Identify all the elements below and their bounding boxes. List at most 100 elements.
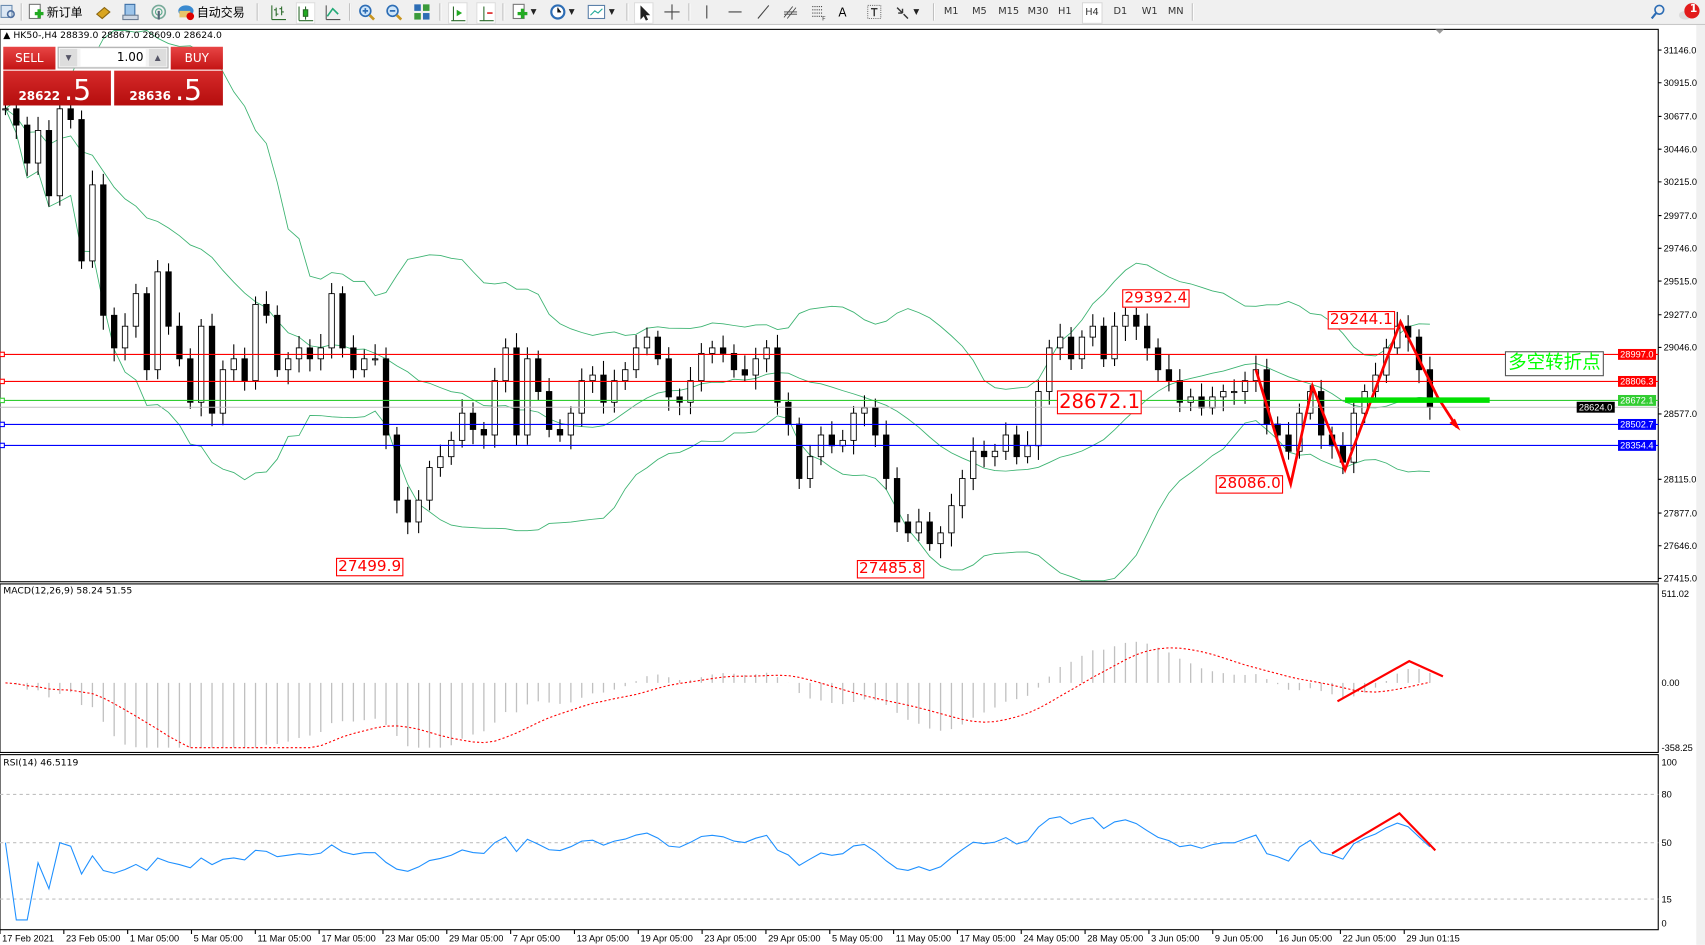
timeframe-h1[interactable]: H1 <box>1058 6 1072 18</box>
buy-price-fraction: .5 <box>175 75 203 108</box>
price-label-high-recent[interactable]: 29244.1 <box>1327 310 1395 330</box>
timeframe-w1[interactable]: W1 <box>1141 6 1158 18</box>
price-line-label: 28624.0 <box>1579 402 1612 412</box>
price-label-low-may[interactable]: 27485.8 <box>856 559 925 579</box>
price-label-mid[interactable]: 28672.1 <box>1056 390 1143 415</box>
bar-chart-button[interactable] <box>270 2 287 22</box>
lot-decrease-button[interactable]: ▼ <box>59 48 78 67</box>
candle <box>643 336 651 349</box>
candle <box>13 108 20 126</box>
auto-trading-button[interactable]: 自动交易 <box>177 2 245 22</box>
candle <box>1111 325 1118 360</box>
candle <box>1067 336 1075 360</box>
lot-size-stepper[interactable]: ▼ 1.00 ▲ <box>57 46 169 69</box>
arrows-button[interactable]: ▼ <box>894 2 919 22</box>
main-panel[interactable] <box>0 28 1659 583</box>
zoom-out-button[interactable] <box>385 2 403 22</box>
candlestick-icon <box>298 6 314 22</box>
trendline-button[interactable] <box>755 2 772 22</box>
timeframe-h4[interactable]: H4 <box>1081 2 1103 24</box>
search-button[interactable] <box>1650 2 1667 22</box>
sell-button[interactable]: SELL <box>3 46 56 70</box>
timeframe-m15[interactable]: M15 <box>998 6 1020 18</box>
price-label-high[interactable]: 29392.4 <box>1122 289 1190 308</box>
candle-chart-button[interactable] <box>295 2 316 24</box>
market-watch-button[interactable] <box>95 2 112 22</box>
indicators-button[interactable]: ▼ <box>511 2 536 22</box>
candle <box>219 369 227 414</box>
line-anchor-icon[interactable] <box>0 442 5 449</box>
data-window-button[interactable] <box>122 2 139 22</box>
macd-panel[interactable] <box>0 583 1659 754</box>
macd-arrow[interactable] <box>1336 659 1444 703</box>
line-anchor-icon[interactable] <box>0 421 5 428</box>
chart-shift-button[interactable] <box>476 2 496 24</box>
line-chart-button[interactable] <box>324 2 341 22</box>
lot-increase-button[interactable]: ▲ <box>148 48 167 67</box>
timeframe-m30[interactable]: M30 <box>1027 6 1049 18</box>
candle <box>959 478 966 507</box>
candle <box>948 505 955 534</box>
timeframe-d1[interactable]: D1 <box>1113 6 1128 18</box>
vertical-scrollbar[interactable] <box>1696 25 1705 945</box>
line-anchor-icon[interactable] <box>0 397 5 404</box>
candle <box>263 303 270 316</box>
buy-price-button[interactable]: 28636 .5 <box>114 70 223 108</box>
candle <box>284 358 292 371</box>
notifications-button[interactable]: 1 <box>1676 2 1704 22</box>
candle <box>709 347 716 354</box>
signals-button[interactable] <box>150 2 167 22</box>
timeframe-m1[interactable]: M1 <box>943 6 959 18</box>
time-tick-label: 28 May 05:00 <box>1087 934 1143 944</box>
price-line-label: 28502.7 <box>1620 420 1653 430</box>
time-tick-label: 24 May 05:00 <box>1023 934 1079 944</box>
pivot-text-box[interactable]: 多空转折点 <box>1504 351 1604 377</box>
candle <box>904 521 912 534</box>
chart-shift-marker-icon[interactable] <box>1435 29 1445 34</box>
bollinger-lower <box>5 108 1430 582</box>
candle <box>872 407 879 436</box>
text-tool-button[interactable]: A <box>838 2 846 22</box>
horizontal-line-button[interactable] <box>726 2 743 22</box>
fibonacci-button[interactable]: F <box>810 2 827 22</box>
chevron-down-icon: ▼ <box>608 7 615 17</box>
cursor-tool-button[interactable] <box>633 2 654 24</box>
toolbar-zoom-tool-button[interactable] <box>0 2 17 22</box>
candle <box>480 429 488 436</box>
equidistant-channel-button[interactable] <box>782 2 799 22</box>
buy-button[interactable]: BUY <box>170 46 223 70</box>
timeframe-mn[interactable]: MN <box>1167 6 1184 18</box>
rsi-arrow[interactable] <box>1331 811 1437 855</box>
rsi-tick-label: 80 <box>1662 790 1672 800</box>
candle <box>611 380 618 403</box>
sell-price-button[interactable]: 28622 .5 <box>3 70 111 108</box>
chart-canvas[interactable]: 31146.0 30915.0 30677.0 30446.0 30215.0 29977… <box>0 25 1705 945</box>
chart-title: ▲ HK50-,H4 28839.0 28867.0 28609.0 28624… <box>3 30 222 41</box>
auto-scroll-button[interactable] <box>447 2 468 24</box>
templates-button[interactable]: ▼ <box>587 2 615 22</box>
line-anchor-icon[interactable] <box>0 378 5 385</box>
zoom-in-button[interactable] <box>358 2 376 22</box>
tile-windows-button[interactable] <box>413 2 430 22</box>
new-order-button[interactable]: 新订单 <box>27 2 83 22</box>
trend-zigzag-arrow[interactable] <box>1254 318 1459 490</box>
price-label-low-march[interactable]: 27499.9 <box>335 557 404 577</box>
chart-window[interactable]: 31146.0 30915.0 30677.0 30446.0 30215.0 29977… <box>0 25 1705 945</box>
periods-button[interactable]: ▼ <box>549 2 575 22</box>
macd-tick-label: 511.02 <box>1662 589 1690 599</box>
collapse-triangle-icon[interactable]: ▲ <box>3 30 14 42</box>
line-anchor-icon[interactable] <box>0 351 5 358</box>
price-tick-label: 31146.0 <box>1664 45 1697 55</box>
vertical-line-button[interactable] <box>698 2 715 22</box>
macd-tick-label: 0.00 <box>1662 678 1680 688</box>
toolbar: 新订单 自动交易 ▼ ▼ ▼ F A ▼ M1 M5 M15 M30 H1 H4 D1 W1 M… <box>0 0 1705 26</box>
lot-size-input[interactable]: 1.00 <box>80 48 146 67</box>
text-label-button[interactable] <box>866 2 883 22</box>
timeframe-m5[interactable]: M5 <box>972 6 987 18</box>
candle <box>883 434 890 479</box>
candle <box>1220 391 1227 398</box>
crosshair-button[interactable] <box>663 2 680 22</box>
candle <box>1122 314 1129 327</box>
candle <box>176 325 183 360</box>
price-label-low-recent[interactable]: 28086.0 <box>1215 475 1283 494</box>
